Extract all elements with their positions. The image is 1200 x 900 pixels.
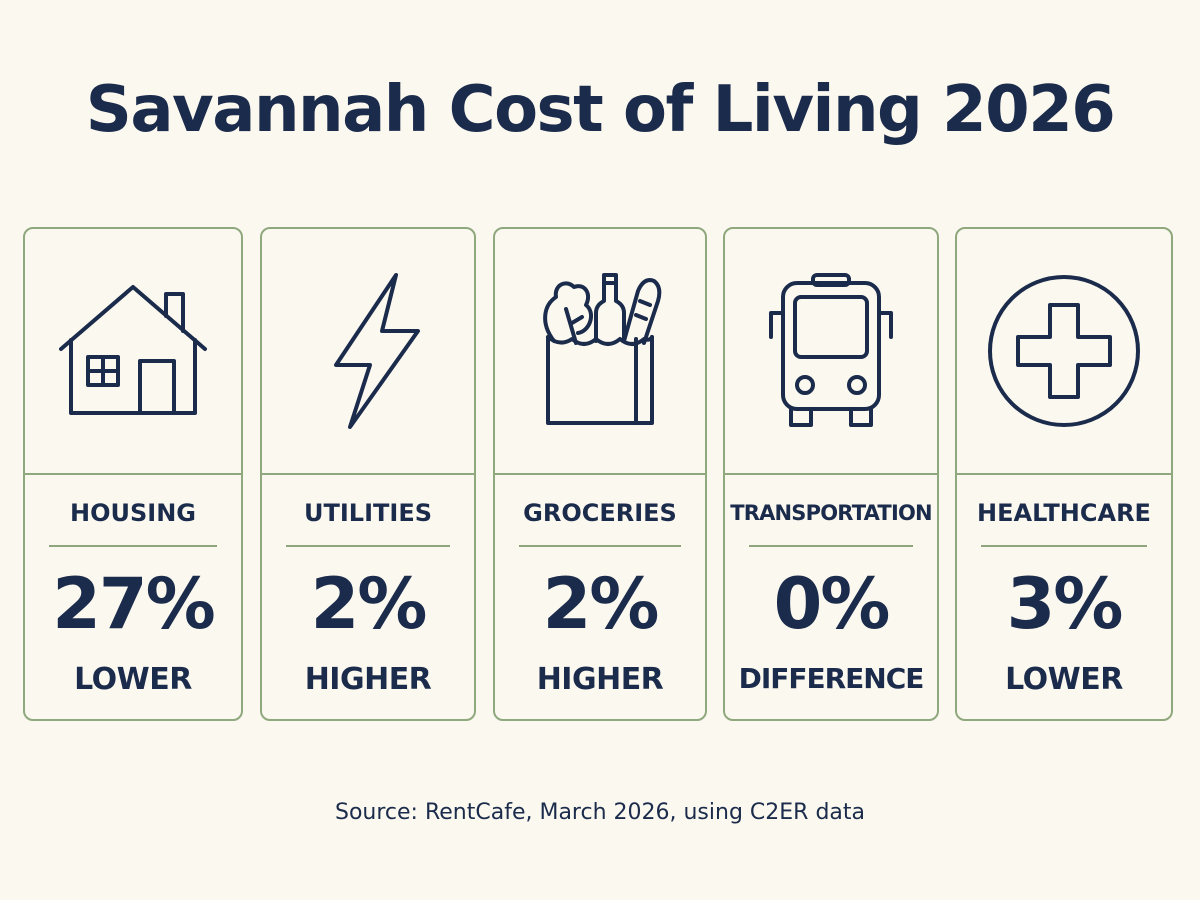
category-rule xyxy=(286,545,450,547)
category-rule xyxy=(519,545,681,547)
percent-value: 3% xyxy=(1006,563,1124,645)
house-icon xyxy=(25,251,241,451)
percent-value: 27% xyxy=(52,563,216,645)
card-healthcare: HEALTHCARE 3% LOWER xyxy=(955,227,1173,721)
category-rule xyxy=(981,545,1147,547)
percent-value: 0% xyxy=(773,563,891,645)
card-transportation: TRANSPORTATION 0% DIFFERENCE xyxy=(723,227,939,721)
category-rule xyxy=(49,545,217,547)
card-housing: HOUSING 27% LOWER xyxy=(23,227,243,721)
bus-icon xyxy=(725,251,937,451)
direction-label: DIFFERENCE xyxy=(738,662,925,695)
category-label: UTILITIES xyxy=(304,499,432,527)
direction-label: LOWER xyxy=(74,662,192,697)
page-title: Savannah Cost of Living 2026 xyxy=(85,73,1116,147)
card-divider xyxy=(725,473,937,475)
category-rule xyxy=(749,545,913,547)
card-divider xyxy=(495,473,705,475)
direction-label: HIGHER xyxy=(304,662,432,697)
card-groceries: GROCERIES 2% HIGHER xyxy=(493,227,707,721)
category-label: GROCERIES xyxy=(523,499,677,527)
medical-cross-icon xyxy=(957,251,1171,451)
card-utilities: UTILITIES 2% HIGHER xyxy=(260,227,476,721)
category-label: HOUSING xyxy=(70,499,196,527)
category-label: TRANSPORTATION xyxy=(730,501,932,525)
card-divider xyxy=(262,473,474,475)
percent-value: 2% xyxy=(310,563,428,645)
direction-label: LOWER xyxy=(1005,662,1123,697)
category-label: HEALTHCARE xyxy=(977,499,1151,527)
direction-label: HIGHER xyxy=(536,662,664,697)
card-divider xyxy=(957,473,1171,475)
source-note: Source: RentCafe, March 2026, using C2ER… xyxy=(334,800,866,825)
percent-value: 2% xyxy=(542,563,660,645)
lightning-bolt-icon xyxy=(262,251,474,451)
card-divider xyxy=(25,473,241,475)
grocery-bag-icon xyxy=(495,251,705,451)
